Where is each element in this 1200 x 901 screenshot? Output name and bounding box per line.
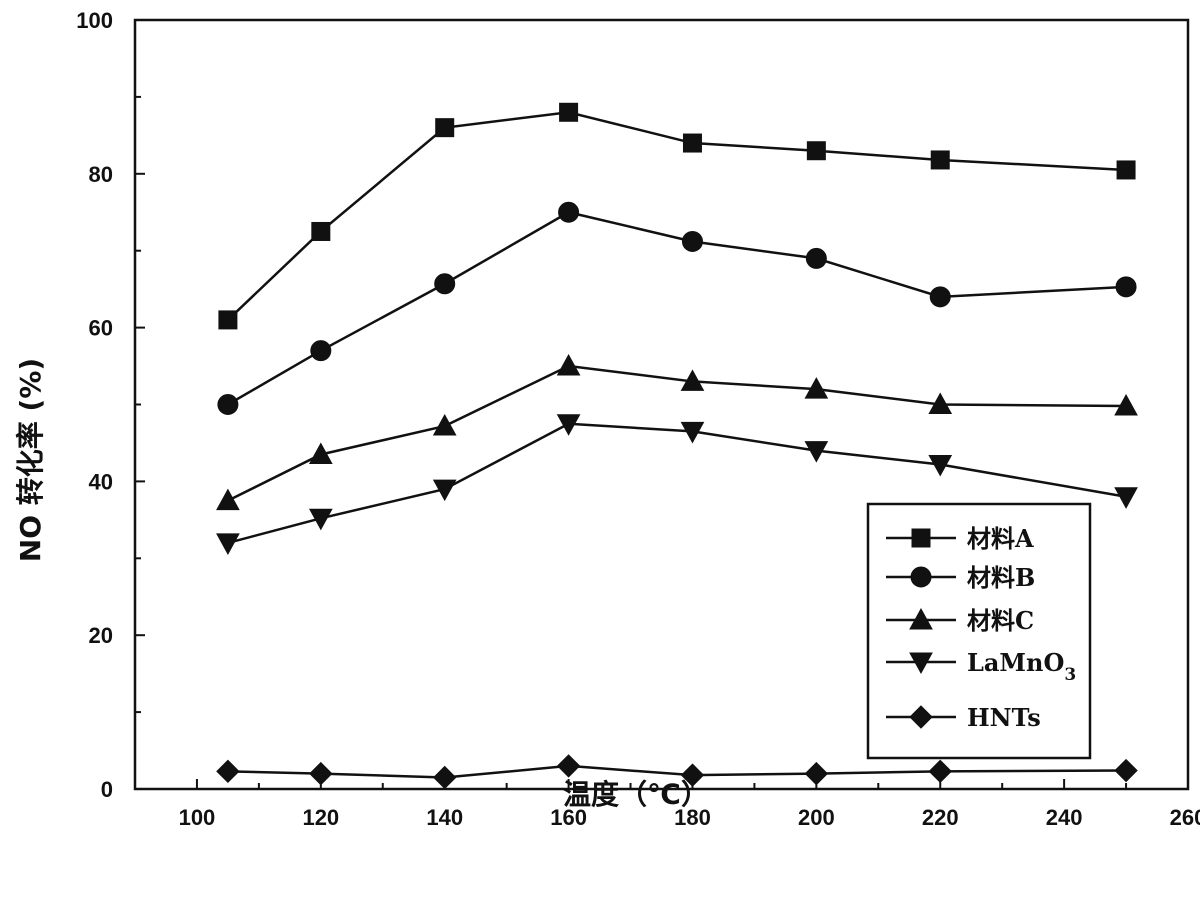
y-tick-label: 60 xyxy=(89,316,113,341)
legend-item: 材料B xyxy=(886,563,1035,592)
data-point xyxy=(310,340,332,362)
y-tick-label: 0 xyxy=(101,777,113,802)
legend-marker xyxy=(911,528,931,548)
legend-marker xyxy=(909,607,933,630)
legend-label: 材料C xyxy=(967,606,1034,635)
data-point xyxy=(930,150,950,170)
data-point xyxy=(928,392,953,414)
data-point xyxy=(804,377,829,399)
data-point xyxy=(804,441,829,463)
data-point xyxy=(1115,276,1137,298)
legend-marker xyxy=(910,566,932,588)
legend-label: LaMnO3 xyxy=(967,648,1076,685)
data-point xyxy=(216,488,240,511)
series-1 xyxy=(218,102,1136,330)
series-line xyxy=(227,764,1127,779)
data-point xyxy=(929,286,951,308)
legend: 材料A 材料B 材料C LaMnO3 HNTs xyxy=(866,502,1092,760)
data-point xyxy=(558,201,580,223)
series-line xyxy=(227,422,1127,545)
x-tick-label: 220 xyxy=(922,805,959,830)
legend-label: 材料B xyxy=(967,563,1035,592)
data-point xyxy=(218,310,238,330)
x-tick-label: 100 xyxy=(179,805,216,830)
x-tick-label: 200 xyxy=(798,805,835,830)
data-point xyxy=(680,421,705,444)
data-point xyxy=(432,765,457,790)
series-2 xyxy=(217,201,1137,415)
series-3 xyxy=(216,354,1138,511)
data-point xyxy=(216,759,240,784)
data-point xyxy=(1114,394,1138,416)
series-4 xyxy=(216,414,1138,555)
data-point xyxy=(559,102,579,122)
x-tick-label: 120 xyxy=(302,805,339,830)
legend-item: HNTs xyxy=(886,703,1041,732)
y-axis-title: NO 转化率 (%) xyxy=(14,358,47,562)
x-tick-label: 160 xyxy=(550,805,587,830)
y-tick-label: 40 xyxy=(89,469,113,494)
data-point xyxy=(432,413,457,436)
data-point xyxy=(680,369,705,391)
legend-box xyxy=(866,502,1092,760)
legend-item: LaMnO3 xyxy=(886,648,1076,685)
data-point xyxy=(308,442,333,464)
data-point xyxy=(682,133,702,153)
data-point xyxy=(216,533,240,555)
data-point xyxy=(680,763,705,787)
y-tick-label: 100 xyxy=(76,8,113,33)
series-line xyxy=(227,210,1127,406)
data-point xyxy=(806,141,826,161)
legend-marker xyxy=(909,705,933,729)
data-point xyxy=(928,454,953,477)
data-point xyxy=(1116,160,1136,180)
data-point xyxy=(556,754,581,778)
data-point xyxy=(804,761,829,786)
x-tick-label: 140 xyxy=(426,805,463,830)
legend-item: 材料A xyxy=(886,524,1034,553)
data-point xyxy=(435,118,455,138)
data-point xyxy=(311,221,331,241)
series-group xyxy=(216,102,1138,790)
data-point xyxy=(928,759,952,784)
x-tick-label: 260 xyxy=(1170,805,1200,830)
series-line xyxy=(227,111,1127,321)
data-point xyxy=(556,354,581,376)
data-point xyxy=(1114,487,1138,509)
data-point xyxy=(217,394,239,415)
data-point xyxy=(556,414,581,436)
data-point xyxy=(1114,758,1138,783)
data-point xyxy=(681,230,703,252)
y-tick-label: 80 xyxy=(89,162,113,187)
legend-label: HNTs xyxy=(967,703,1041,732)
axis-ticks: 100 120 140 160 180 200 220 240 260 0 20 40 60 80 100 xyxy=(76,8,1200,830)
legend-item: 材料C xyxy=(886,606,1034,635)
data-point xyxy=(432,479,457,502)
legend-label: 材料A xyxy=(967,524,1034,553)
data-point xyxy=(434,273,456,295)
data-point xyxy=(308,508,333,531)
legend-marker xyxy=(909,652,933,675)
data-point xyxy=(805,247,827,269)
x-axis-title: 温度（℃） xyxy=(563,778,709,811)
series-line xyxy=(227,364,1127,502)
y-tick-label: 20 xyxy=(89,623,113,648)
x-tick-label: 180 xyxy=(674,805,711,830)
series-5 xyxy=(216,754,1138,790)
x-tick-label: 240 xyxy=(1046,805,1083,830)
data-point xyxy=(309,761,333,786)
